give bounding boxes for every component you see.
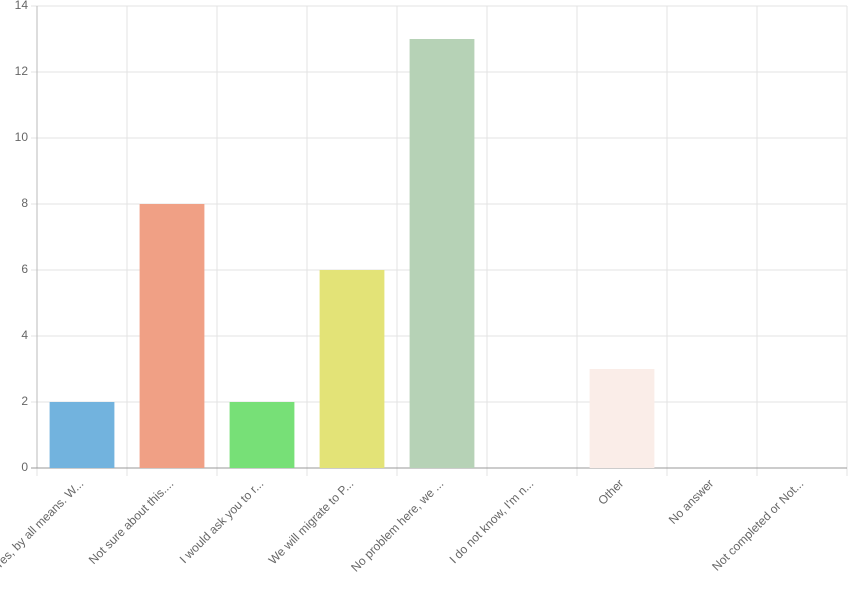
x-tick-label: Not sure about this.... [86,476,177,567]
x-tick-label: I do not know, I'm n... [447,476,537,566]
bar [589,369,655,468]
x-tick-label: I would ask you to r... [177,476,267,566]
y-tick-label: 4 [21,328,28,342]
x-tick-label: No answer [666,476,716,526]
bar [229,402,295,468]
y-tick-label: 2 [21,394,28,408]
bar [409,39,475,468]
x-tick-label: Not completed or Not... [709,476,806,573]
bar [319,270,385,468]
y-tick-label: 10 [15,130,29,144]
y-tick-label: 8 [21,196,28,210]
y-tick-label: 6 [21,262,28,276]
x-tick-label: Other [595,476,626,507]
x-tick-label: We will migrate to P... [266,476,357,567]
x-tick-label: Yes, by all means. W... [0,476,86,571]
y-tick-label: 14 [15,0,29,12]
y-tick-label: 0 [21,460,28,474]
x-tick-label: No problem here, we ... [348,476,446,574]
bar [139,204,205,468]
bar [49,402,115,468]
y-tick-label: 12 [15,64,29,78]
